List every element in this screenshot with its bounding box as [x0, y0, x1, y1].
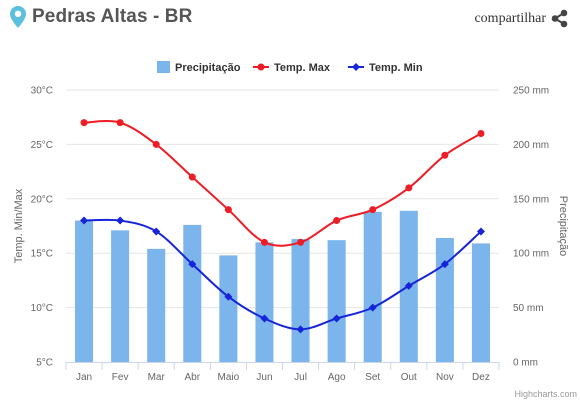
temp-min-point[interactable] — [332, 314, 341, 323]
location-pin-icon — [10, 6, 26, 28]
location-title-group: Pedras Altas - BR — [10, 6, 192, 28]
y-left-tick-label: 30°C — [31, 86, 53, 97]
x-tick-label: Nov — [436, 372, 454, 383]
x-tick-label: Abr — [185, 372, 201, 383]
x-tick-label: Fev — [112, 372, 129, 383]
x-tick-label: Jul — [294, 372, 307, 383]
precipitation-bar[interactable] — [327, 240, 346, 362]
temp-max-line — [84, 120, 482, 247]
temp-min-point[interactable] — [476, 227, 485, 236]
share-label: compartilhar — [474, 10, 546, 26]
precipitation-bar[interactable] — [435, 237, 454, 362]
y-right-tick-label: 250 mm — [513, 86, 549, 97]
temp-min-point[interactable] — [440, 260, 449, 269]
temp-max-point[interactable] — [80, 119, 88, 127]
temp-max-point[interactable] — [116, 119, 124, 127]
x-tick-label: Out — [401, 372, 417, 383]
legend-label-precipita-o[interactable]: Precipitação — [175, 62, 241, 74]
x-tick-label: Mar — [148, 372, 166, 383]
y-right-axis-title: Precipitação — [557, 196, 569, 257]
temp-min-point[interactable] — [224, 292, 233, 301]
temp-min-point[interactable] — [260, 314, 269, 323]
chart-header: Pedras Altas - BR compartilhar — [0, 0, 580, 38]
precipitation-bar[interactable] — [183, 224, 202, 362]
temp-max-point[interactable] — [405, 184, 413, 192]
legend-symbol-temp-min[interactable] — [352, 63, 360, 71]
temp-min-point[interactable] — [80, 216, 89, 225]
y-right-tick-label: 150 mm — [513, 194, 549, 205]
temp-min-point[interactable] — [404, 281, 413, 290]
y-left-axis-title: Temp. Min/Max — [13, 188, 25, 263]
precipitation-bar[interactable] — [255, 242, 274, 362]
y-left-tick-label: 25°C — [31, 140, 53, 151]
x-tick-label: Maio — [218, 372, 240, 383]
temp-min-point[interactable] — [152, 227, 161, 236]
precipitation-bar[interactable] — [219, 255, 238, 362]
temp-max-point[interactable] — [369, 206, 377, 214]
temp-max-point[interactable] — [441, 151, 449, 159]
temp-max-point[interactable] — [333, 217, 341, 225]
x-tick-label: Set — [365, 372, 380, 383]
temp-max-point[interactable] — [188, 173, 196, 181]
temp-min-point[interactable] — [116, 216, 125, 225]
y-left-tick-label: 10°C — [31, 303, 53, 314]
temp-max-point[interactable] — [152, 140, 160, 148]
precipitation-bar[interactable] — [147, 248, 166, 362]
x-tick-label: Dez — [472, 372, 490, 383]
y-left-tick-label: 5°C — [36, 358, 53, 369]
temp-max-point[interactable] — [297, 238, 305, 246]
precipitation-bar[interactable] — [75, 220, 94, 362]
legend-symbol-precipita-o[interactable] — [157, 61, 170, 73]
precipitation-bar[interactable] — [471, 243, 490, 362]
y-left-tick-label: 15°C — [31, 249, 53, 260]
x-tick-label: Jan — [76, 372, 92, 383]
y-right-tick-label: 0 mm — [513, 358, 538, 369]
x-tick-label: Jun — [256, 372, 272, 383]
legend-label-temp-min[interactable]: Temp. Min — [369, 62, 423, 74]
temp-min-point[interactable] — [188, 260, 197, 269]
share-button[interactable]: compartilhar — [474, 9, 568, 28]
y-right-tick-label: 50 mm — [513, 303, 544, 314]
legend-label-temp-max[interactable]: Temp. Max — [274, 62, 331, 74]
temp-max-point[interactable] — [477, 130, 485, 138]
y-right-tick-label: 100 mm — [513, 249, 549, 260]
chart-credits[interactable]: Highcharts.com — [514, 389, 577, 399]
precipitation-bar[interactable] — [291, 239, 310, 362]
y-left-tick-label: 20°C — [31, 194, 53, 205]
temp-min-line — [84, 218, 482, 331]
precipitation-bar[interactable] — [111, 230, 130, 362]
share-icon — [551, 9, 568, 28]
temp-max-point[interactable] — [260, 238, 268, 246]
x-tick-label: Ago — [328, 372, 346, 383]
temp-min-point[interactable] — [296, 325, 305, 334]
y-right-tick-label: 200 mm — [513, 140, 549, 151]
precipitation-bar[interactable] — [363, 211, 382, 362]
legend-symbol-temp-max[interactable] — [257, 63, 265, 71]
temp-max-point[interactable] — [224, 206, 232, 214]
page-title: Pedras Altas - BR — [32, 6, 193, 27]
temp-min-point[interactable] — [368, 303, 377, 312]
